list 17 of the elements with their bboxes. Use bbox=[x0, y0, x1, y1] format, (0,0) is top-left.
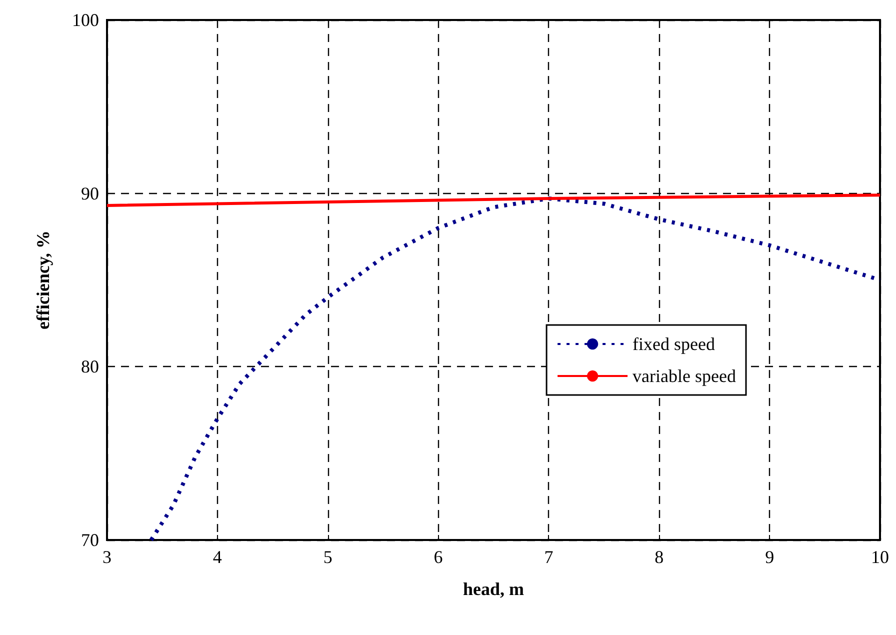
y-tick-label: 70 bbox=[81, 530, 99, 550]
x-tick-label: 7 bbox=[544, 547, 554, 567]
y-tick-label: 100 bbox=[72, 10, 99, 30]
x-tick-label: 5 bbox=[323, 547, 332, 567]
y-tick-label: 90 bbox=[81, 183, 99, 204]
y-tick-label: 80 bbox=[81, 356, 99, 377]
x-tick-label: 6 bbox=[434, 547, 443, 567]
y-axis-title: efficiency, % bbox=[33, 230, 53, 330]
x-tick-label: 10 bbox=[871, 547, 889, 567]
legend-label: variable speed bbox=[632, 366, 736, 386]
x-tick-label: 3 bbox=[102, 547, 112, 567]
line-series bbox=[149, 196, 882, 542]
x-tick-label: 4 bbox=[212, 547, 222, 567]
legend-label: fixed speed bbox=[632, 334, 716, 354]
x-tick-label: 9 bbox=[765, 547, 774, 567]
x-axis-title: head, m bbox=[462, 579, 524, 599]
x-tick-label: 8 bbox=[654, 547, 664, 567]
